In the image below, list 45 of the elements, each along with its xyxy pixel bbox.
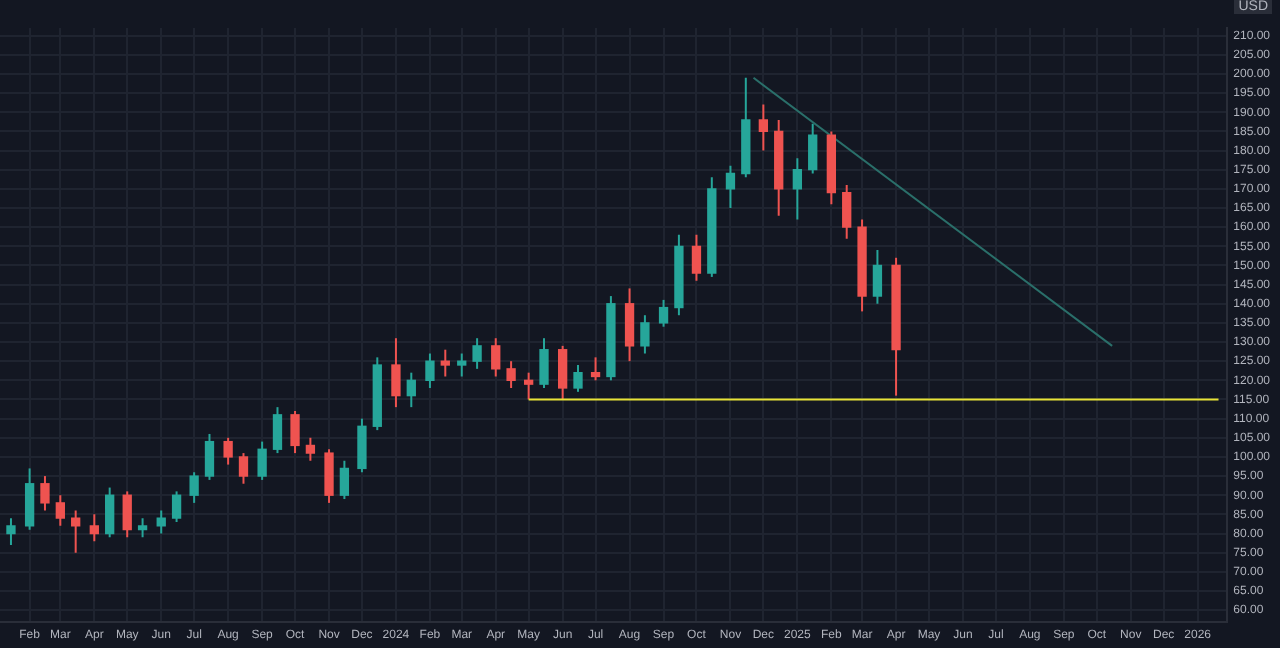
candlestick [872,249,883,305]
candlestick [89,513,99,543]
candlestick [223,436,233,466]
candlestick [290,409,300,455]
candlestick [539,337,549,389]
candlestick [457,352,467,378]
candlestick [357,417,367,474]
candlestick [71,509,81,554]
candlestick [391,337,401,409]
candlestick [156,509,166,535]
candlestick [557,344,568,401]
candlestick [324,448,334,504]
candlestick [425,352,435,389]
candlestick [792,157,803,221]
candlestick [842,184,852,240]
candlestick [6,517,16,547]
candlestick [406,371,416,409]
candlestick [640,314,650,355]
candlestick [40,475,50,512]
candlestick [204,432,215,481]
candlestick [257,440,267,481]
candlestick [105,486,115,539]
candlestick [573,364,583,393]
candlestick [725,164,736,209]
candlestick [55,494,65,527]
candlestick [658,298,669,328]
candlestick [189,471,199,504]
candlestick [523,371,534,401]
candlestick [691,233,702,282]
candlestick [339,459,350,501]
candlestick [491,337,501,378]
candlestick [122,490,132,539]
candlestick [238,452,249,485]
candlestick [24,467,35,531]
candlestick [137,517,148,539]
candlestick [272,406,283,455]
candlestick [758,103,769,152]
candlestick [590,356,601,382]
candlestick [305,436,316,462]
candlestick [472,337,482,370]
candlestick [506,360,516,389]
candlestick [171,490,182,524]
candlestick [624,287,635,363]
candlestick [440,348,450,378]
candlestick [808,122,818,175]
